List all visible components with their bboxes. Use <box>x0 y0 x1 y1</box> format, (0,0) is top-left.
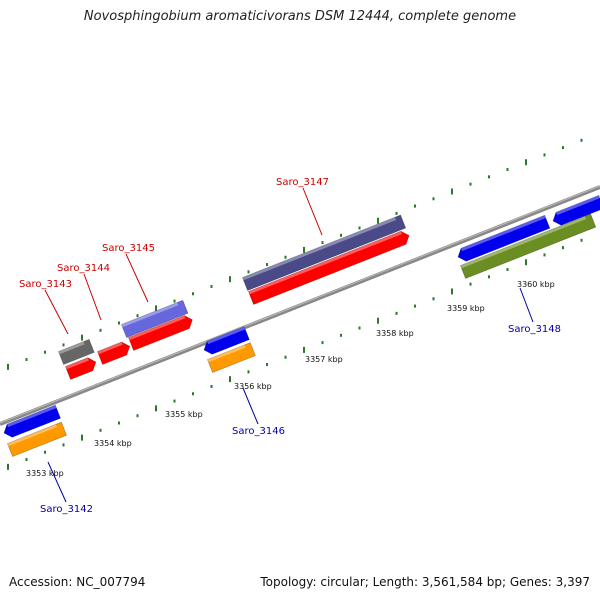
cds-saro-3148b[interactable] <box>550 194 600 227</box>
cds-saro-3143[interactable] <box>65 355 98 380</box>
gene-leader-line <box>83 273 102 321</box>
gene-saro-3142[interactable] <box>7 421 67 457</box>
gene-leader-line <box>519 287 534 323</box>
gene-leader-line <box>44 289 69 335</box>
gene-saro-3145[interactable] <box>121 299 189 338</box>
gene-leader-line <box>242 387 259 425</box>
genome-backbone-highlight <box>0 185 600 424</box>
gene-label[interactable]: Saro_3142 <box>40 504 93 515</box>
tick-label: 3354 kbp <box>94 439 132 448</box>
cds-saro-3148[interactable] <box>455 214 551 263</box>
cds-saro-3144[interactable] <box>97 340 132 365</box>
tick-label: 3359 kbp <box>447 304 485 313</box>
cds-saro-3145[interactable] <box>128 313 195 351</box>
gene-label[interactable]: Saro_3144 <box>57 263 110 274</box>
gene-saro-3148[interactable] <box>460 213 597 279</box>
feature-tracks <box>1 194 600 457</box>
tick-labels: 3353 kbp 3354 kbp 3355 kbp 3356 kbp 3357 kbp… <box>26 280 555 478</box>
tick-label: 3356 kbp <box>234 382 272 391</box>
cds-saro-3147[interactable] <box>248 229 411 305</box>
tick-label: 3355 kbp <box>165 410 203 419</box>
cds-saro-3146[interactable] <box>201 326 250 357</box>
accession-text: Accession: NC_007794 <box>9 575 146 589</box>
gene-leader-line <box>47 461 67 503</box>
gene-saro-3147[interactable] <box>242 214 407 291</box>
gene-label[interactable]: Saro_3148 <box>508 324 561 335</box>
gene-leader-line <box>302 187 323 236</box>
gene-label[interactable]: Saro_3147 <box>276 177 329 188</box>
tick-label: 3360 kbp <box>517 280 555 289</box>
gene-leader-line <box>125 253 149 303</box>
gene-label[interactable]: Saro_3146 <box>232 426 285 437</box>
gene-label[interactable]: Saro_3145 <box>102 243 155 254</box>
gene-saro-3143[interactable] <box>58 338 95 365</box>
gene-saro-3146[interactable] <box>207 342 256 373</box>
map-title: Novosphingobium aromaticivorans DSM 1244… <box>83 9 517 24</box>
upper-tick-ring <box>7 138 583 370</box>
cds-saro-3142[interactable] <box>1 404 61 439</box>
tick-label: 3353 kbp <box>26 469 64 478</box>
gene-label[interactable]: Saro_3143 <box>19 279 72 290</box>
tick-label: 3357 kbp <box>305 355 343 364</box>
lower-tick-ring <box>7 238 583 470</box>
gene-labels: Saro_3142 Saro_3143 Saro_3144 Saro_3145 Saro… <box>19 177 561 515</box>
tick-label: 3358 kbp <box>376 329 414 338</box>
genome-backbone <box>0 185 600 426</box>
topology-text: Topology: circular; Length: 3,561,584 bp… <box>260 575 590 589</box>
